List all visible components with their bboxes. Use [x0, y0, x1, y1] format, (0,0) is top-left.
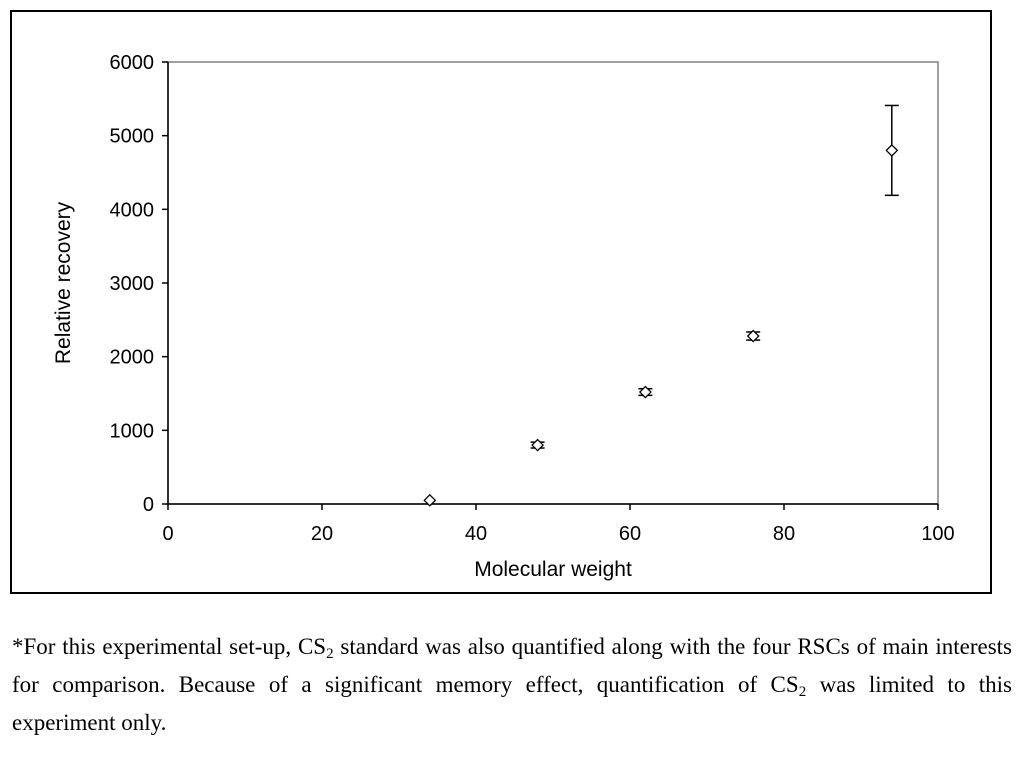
x-tick-label: 100 — [921, 523, 954, 545]
y-tick-label: 3000 — [110, 273, 155, 295]
data-point — [423, 493, 437, 507]
x-tick-label: 80 — [773, 523, 795, 545]
caption-text-2: standard was also quantified along with … — [12, 634, 1012, 697]
y-tick-label: 4000 — [110, 199, 155, 221]
data-point — [885, 143, 899, 157]
scatter-chart: 0 1000 2000 3000 4000 5000 6000 0 20 40 60 80 100 M… — [52, 52, 955, 581]
data-point — [531, 438, 545, 452]
x-tick-label: 60 — [619, 523, 641, 545]
caption-text-3: was limited to this experiment only. — [12, 672, 1012, 735]
y-tick-label: 5000 — [110, 126, 155, 148]
x-axis-title: Molecular weight — [474, 558, 632, 581]
data-point — [746, 329, 760, 343]
x-tick-label: 40 — [465, 523, 487, 545]
y-tick-label: 0 — [143, 494, 154, 516]
figure-frame: 0 1000 2000 3000 4000 5000 6000 0 20 40 60 80 100 M… — [10, 10, 992, 594]
y-tick-label: 2000 — [110, 347, 155, 369]
plot-area — [167, 61, 939, 505]
caption-text-1: *For this experimental set-up, CS — [12, 634, 327, 659]
caption-subscript-1: 2 — [326, 646, 334, 662]
x-tick-label: 20 — [311, 523, 333, 545]
data-point — [638, 385, 652, 399]
caption-subscript-2: 2 — [798, 684, 807, 700]
y-tick-label: 6000 — [110, 52, 155, 74]
y-axis-title: Relative recovery — [52, 201, 75, 364]
x-tick-label: 0 — [162, 523, 173, 545]
y-tick-label: 1000 — [110, 420, 155, 442]
figure-caption: *For this experimental set-up, CS2 stand… — [12, 628, 1012, 742]
